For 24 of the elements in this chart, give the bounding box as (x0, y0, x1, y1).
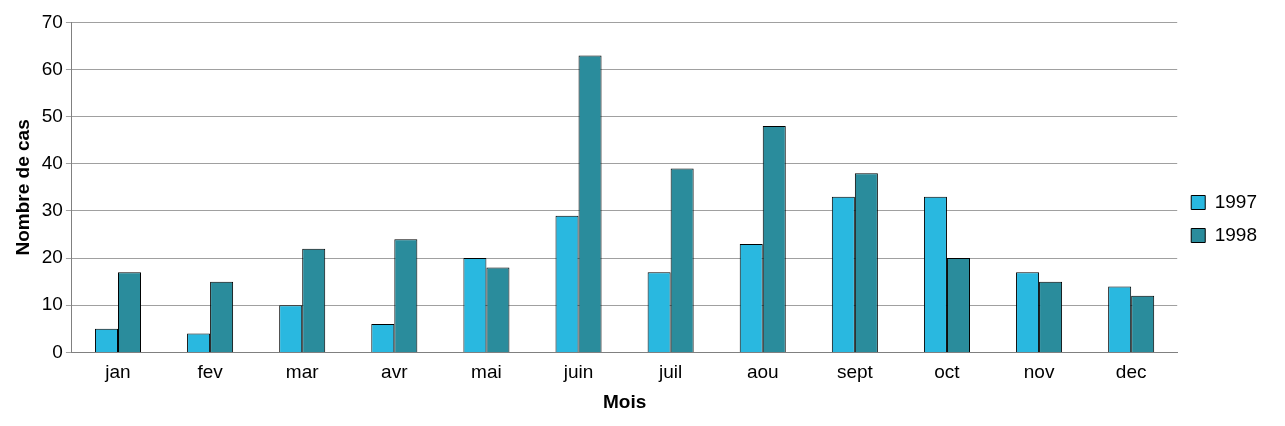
x-tick-label: oct (934, 361, 961, 383)
x-tick-label: avr (381, 361, 409, 383)
y-axis-title: Nombre de cas (11, 119, 33, 256)
x-tick-label: dec (1115, 361, 1147, 383)
y-tick-label: 30 (41, 199, 63, 221)
x-tick-label: nov (1023, 361, 1055, 383)
x-tick-label: juil (658, 361, 683, 383)
y-tick-label: 60 (41, 57, 63, 79)
x-tick-label: mai (471, 361, 502, 383)
y-tick-label: 50 (41, 104, 63, 126)
x-tick-label: fev (197, 361, 224, 383)
x-tick-label: jan (104, 361, 131, 383)
x-tick-label: sept (836, 361, 874, 383)
legend-label: 1998 (1214, 223, 1258, 245)
y-tick-label: 70 (41, 10, 63, 32)
x-tick-label: aou (746, 361, 779, 383)
x-tick-label: mar (285, 361, 320, 383)
legend-label: 1997 (1214, 190, 1258, 212)
y-tick-label: 10 (41, 293, 63, 315)
x-axis-title: Mois (602, 390, 647, 412)
y-tick-label: 20 (41, 246, 63, 268)
x-tick-label: juin (562, 361, 594, 383)
y-tick-label: 0 (52, 340, 63, 362)
y-tick-label: 40 (41, 152, 63, 174)
